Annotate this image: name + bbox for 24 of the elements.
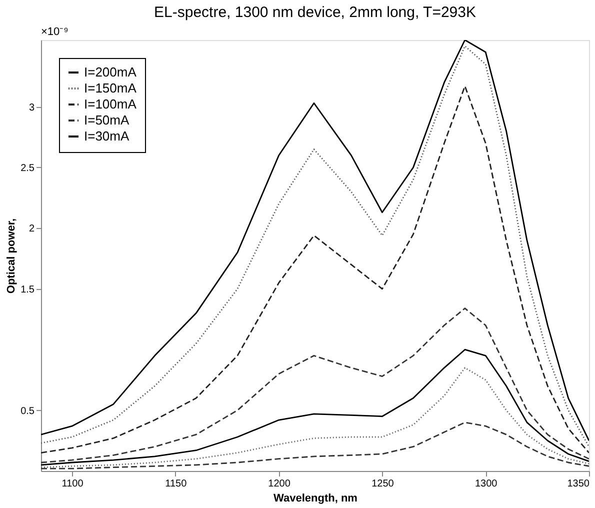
legend-label: I=200mA [84, 64, 137, 80]
x-tick-label: 1300 [474, 478, 498, 490]
x-tick-label: 1200 [268, 478, 291, 490]
legend-label: I=30mA [84, 128, 130, 144]
y-tick-label: 2.5 [20, 162, 35, 174]
line-series [41, 348, 589, 466]
chart-title: EL-spectre, 1300 nm device, 2mm long, T=293K [154, 4, 476, 21]
x-tick-label: 1150 [165, 478, 188, 490]
x-tick-label: 1350 [567, 478, 590, 490]
y-tick-label: 0.5 [20, 406, 35, 417]
x-tick-label: 1100 [62, 478, 84, 490]
legend-label: I=50mA [84, 112, 130, 128]
y-axis-title: Optical power, [6, 218, 18, 294]
line-series [41, 422, 589, 470]
text: ×10⁻⁹ [41, 26, 68, 38]
x-axis-title: Wavelength, nm [274, 492, 358, 504]
x-tick-label: 1250 [372, 478, 394, 490]
line-series [41, 308, 589, 464]
y-tick-label: 2 [28, 224, 35, 235]
y-tick-label: 3 [28, 102, 35, 114]
line-series [41, 367, 589, 468]
legend-label: I=150mA [84, 80, 137, 96]
legend-label: I=100mA [84, 96, 137, 112]
y-tick-label: 1.5 [20, 284, 35, 296]
